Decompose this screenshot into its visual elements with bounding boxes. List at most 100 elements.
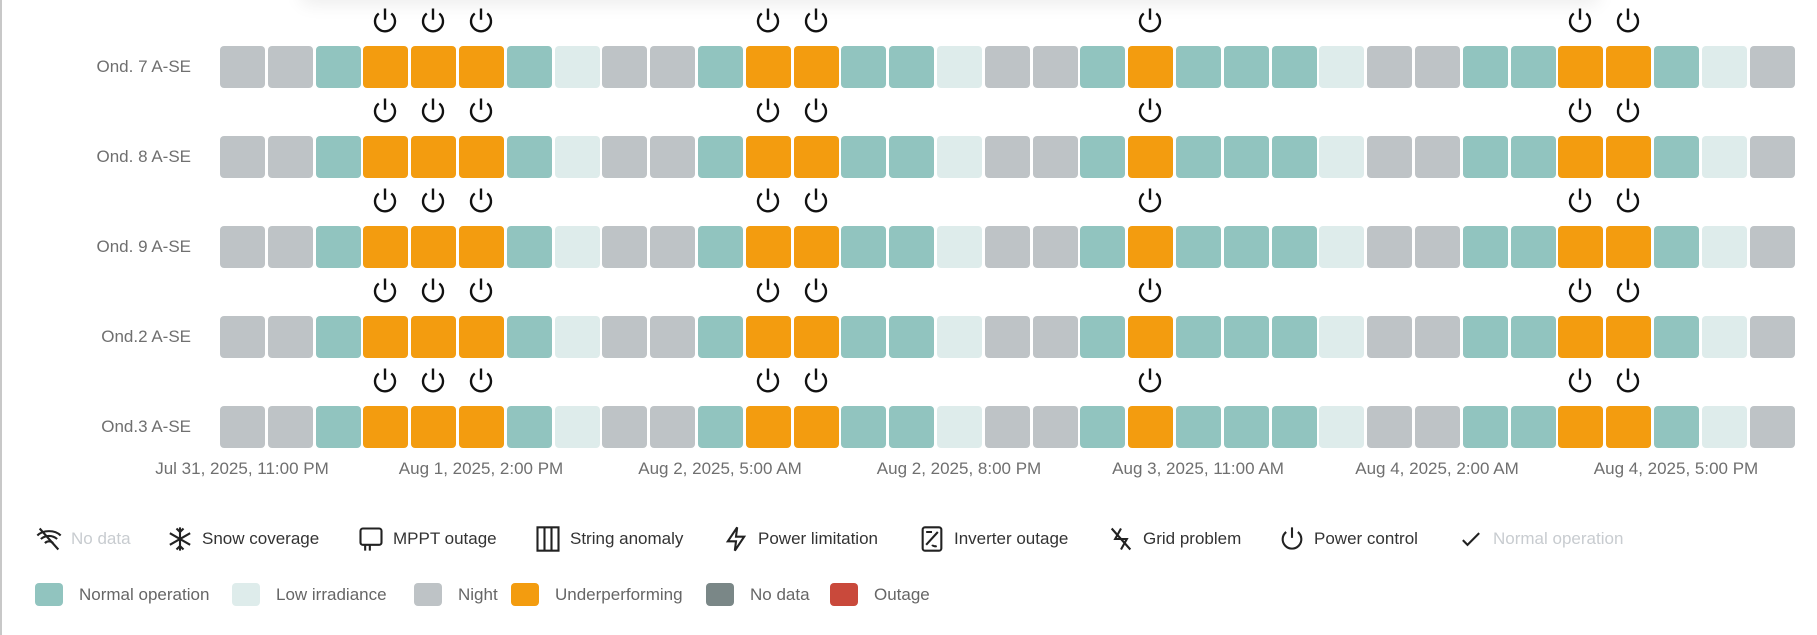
heatmap-cell[interactable] — [1128, 46, 1174, 88]
power-control-icon[interactable] — [466, 186, 496, 216]
power-control-icon[interactable] — [466, 276, 496, 306]
heatmap-cell[interactable] — [315, 316, 361, 358]
power-control-icon[interactable] — [1565, 186, 1595, 216]
legend-icon-mppt[interactable]: MPPT outage — [357, 525, 497, 553]
heatmap-cell[interactable] — [1654, 136, 1699, 178]
heatmap-cell[interactable] — [363, 316, 409, 358]
heatmap-cell[interactable] — [1223, 46, 1269, 88]
heatmap-cell[interactable] — [1080, 226, 1126, 268]
heatmap-cell[interactable] — [1223, 406, 1269, 448]
power-control-icon[interactable] — [753, 6, 783, 36]
power-control-icon[interactable] — [1135, 186, 1165, 216]
heatmap-cell[interactable] — [315, 226, 361, 268]
heatmap-cell[interactable] — [602, 316, 648, 358]
heatmap-cell[interactable] — [602, 406, 648, 448]
heatmap-cell[interactable] — [698, 406, 743, 448]
heatmap-cell[interactable] — [1319, 406, 1365, 448]
power-control-icon[interactable] — [753, 186, 783, 216]
heatmap-cell[interactable] — [1749, 316, 1795, 358]
power-control-icon[interactable] — [370, 96, 400, 126]
heatmap-cell[interactable] — [793, 226, 839, 268]
heatmap-cell[interactable] — [554, 406, 600, 448]
heatmap-cell[interactable] — [889, 46, 935, 88]
power-control-icon[interactable] — [1613, 96, 1643, 126]
heatmap-cell[interactable] — [1749, 406, 1795, 448]
power-control-icon[interactable] — [801, 186, 831, 216]
heatmap-cell[interactable] — [1462, 46, 1508, 88]
heatmap-cell[interactable] — [984, 406, 1030, 448]
heatmap-cell[interactable] — [889, 136, 935, 178]
heatmap-cell[interactable] — [411, 136, 457, 178]
heatmap-cell[interactable] — [363, 136, 409, 178]
heatmap-cell[interactable] — [1080, 46, 1126, 88]
heatmap-cell[interactable] — [1032, 226, 1078, 268]
heatmap-cell[interactable] — [1606, 406, 1652, 448]
heatmap-cell[interactable] — [937, 226, 982, 268]
heatmap-cell[interactable] — [315, 406, 361, 448]
legend-icon-inverter[interactable]: Inverter outage — [918, 525, 1068, 553]
power-control-icon[interactable] — [1613, 276, 1643, 306]
heatmap-cell[interactable] — [1510, 46, 1556, 88]
heatmap-cell[interactable] — [889, 406, 935, 448]
power-control-icon[interactable] — [370, 366, 400, 396]
heatmap-cell[interactable] — [1271, 226, 1317, 268]
legend-icon-power-control[interactable]: Power control — [1278, 525, 1418, 553]
heatmap-cell[interactable] — [1701, 316, 1747, 358]
heatmap-cell[interactable] — [1415, 226, 1460, 268]
heatmap-cell[interactable] — [1606, 316, 1652, 358]
power-control-icon[interactable] — [1565, 276, 1595, 306]
legend-icon-normal[interactable]: Normal operation — [1457, 525, 1623, 553]
heatmap-cell[interactable] — [602, 136, 648, 178]
power-control-icon[interactable] — [1613, 186, 1643, 216]
heatmap-cell[interactable] — [1319, 316, 1365, 358]
heatmap-cell[interactable] — [1032, 46, 1078, 88]
heatmap-cell[interactable] — [1558, 136, 1604, 178]
heatmap-cell[interactable] — [315, 46, 361, 88]
heatmap-cell[interactable] — [1271, 316, 1317, 358]
heatmap-cell[interactable] — [1128, 406, 1174, 448]
power-control-icon[interactable] — [753, 96, 783, 126]
heatmap-cell[interactable] — [1749, 46, 1795, 88]
heatmap-cell[interactable] — [984, 46, 1030, 88]
legend-no-data[interactable]: No data — [706, 583, 810, 606]
heatmap-cell[interactable] — [459, 406, 504, 448]
heatmap-cell[interactable] — [459, 46, 504, 88]
heatmap-cell[interactable] — [1128, 316, 1174, 358]
heatmap-cell[interactable] — [1271, 136, 1317, 178]
heatmap-cell[interactable] — [698, 316, 743, 358]
heatmap-cell[interactable] — [1654, 46, 1699, 88]
heatmap-cell[interactable] — [1510, 316, 1556, 358]
heatmap-cell[interactable] — [1606, 136, 1652, 178]
heatmap-cell[interactable] — [1176, 406, 1221, 448]
heatmap-cell[interactable] — [506, 46, 552, 88]
power-control-icon[interactable] — [418, 96, 448, 126]
legend-low-irradiance[interactable]: Low irradiance — [232, 583, 387, 606]
heatmap-cell[interactable] — [1271, 46, 1317, 88]
heatmap-cell[interactable] — [363, 46, 409, 88]
heatmap-cell[interactable] — [1415, 406, 1460, 448]
heatmap-cell[interactable] — [650, 226, 696, 268]
power-control-icon[interactable] — [1613, 366, 1643, 396]
heatmap-cell[interactable] — [1510, 406, 1556, 448]
heatmap-cell[interactable] — [411, 316, 457, 358]
power-control-icon[interactable] — [466, 96, 496, 126]
heatmap-cell[interactable] — [363, 406, 409, 448]
heatmap-cell[interactable] — [1558, 406, 1604, 448]
heatmap-cell[interactable] — [841, 316, 887, 358]
heatmap-cell[interactable] — [506, 406, 552, 448]
heatmap-cell[interactable] — [650, 136, 696, 178]
legend-night[interactable]: Night — [414, 583, 498, 606]
power-control-icon[interactable] — [801, 6, 831, 36]
heatmap-cell[interactable] — [841, 226, 887, 268]
legend-outage[interactable]: Outage — [830, 583, 930, 606]
power-control-icon[interactable] — [1135, 6, 1165, 36]
heatmap-cell[interactable] — [1415, 46, 1460, 88]
heatmap-cell[interactable] — [1080, 316, 1126, 358]
power-control-icon[interactable] — [370, 186, 400, 216]
heatmap-cell[interactable] — [267, 406, 313, 448]
heatmap-cell[interactable] — [1558, 316, 1604, 358]
heatmap-cell[interactable] — [1080, 136, 1126, 178]
heatmap-cell[interactable] — [602, 46, 648, 88]
heatmap-cell[interactable] — [1319, 46, 1365, 88]
power-control-icon[interactable] — [753, 366, 783, 396]
